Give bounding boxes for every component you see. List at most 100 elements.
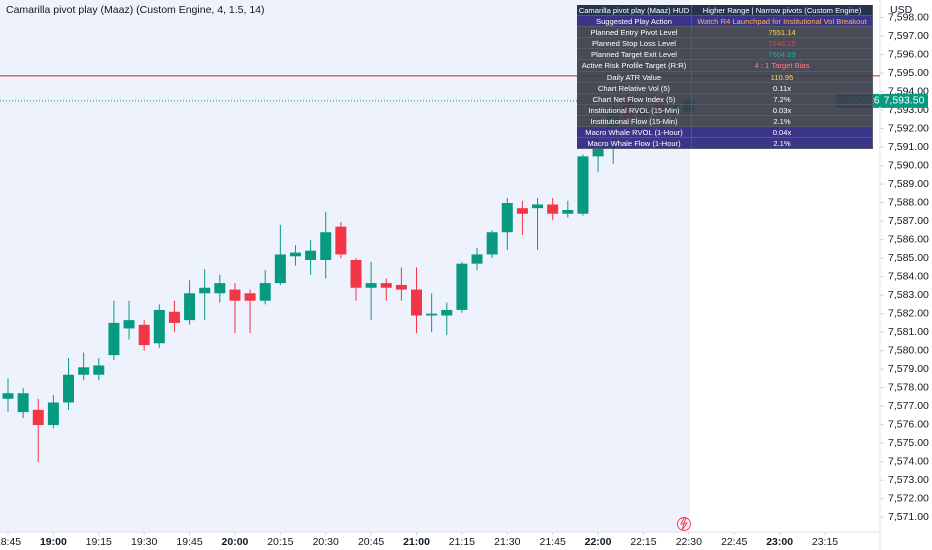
hud-cell: 0.04x (692, 127, 873, 139)
hud-cell: 7551.14 (692, 27, 873, 39)
candle-body (2, 393, 14, 399)
x-tick-label: 20:00 (222, 536, 249, 548)
x-tick-label: 20:45 (358, 536, 384, 548)
candle-body (335, 226, 347, 255)
candle-body (47, 402, 59, 426)
hud-cell: Macro Whale RVOL (1-Hour) (577, 127, 692, 139)
y-tick-label: 7,587.00 (888, 215, 929, 227)
candle-body (350, 259, 362, 288)
hud-cell: 2.1% (692, 138, 873, 150)
y-tick-label: 7,578.00 (888, 381, 929, 393)
candle-body (153, 309, 165, 344)
y-tick-label: 7,598.00 (888, 11, 929, 23)
hud-cell: 0.03x (692, 104, 873, 116)
x-tick-label: 21:45 (540, 536, 566, 548)
candle-body (229, 289, 241, 301)
y-tick-label: 7,590.00 (888, 159, 929, 171)
currency-label: USD (890, 4, 913, 16)
y-tick-label: 7,588.00 (888, 196, 929, 208)
candle-body (305, 250, 317, 260)
candle-body (138, 324, 150, 346)
x-tick-label: 22:00 (585, 536, 612, 548)
hud-cell: 7604.89 (692, 49, 873, 61)
price-label: 7,593.50 (884, 95, 925, 107)
candle-body (547, 204, 559, 214)
x-tick-label: 22:45 (721, 536, 747, 548)
candle-body (456, 263, 468, 310)
x-tick-label: 19:15 (86, 536, 112, 548)
hud-cell: 4 : 1 Target Bias (692, 60, 873, 72)
x-tick-label: 18:45 (0, 536, 21, 548)
x-tick-label: 19:00 (40, 536, 67, 548)
candle-body (380, 283, 392, 288)
hud-cell: Institutional RVOL (15-Min) (577, 104, 692, 116)
candle-body (93, 365, 105, 375)
candle-body (63, 374, 75, 403)
candle-body (411, 289, 423, 316)
x-tick-label: 21:30 (494, 536, 520, 548)
lightning-icon-ring[interactable] (677, 517, 691, 531)
y-tick-label: 7,582.00 (888, 307, 929, 319)
hud-cell: Suggested Play Action (577, 16, 692, 28)
candle-body (199, 287, 211, 294)
candle-body (577, 156, 589, 214)
hud-cell: 7.2% (692, 93, 873, 105)
hud-cell: Active Risk Profile Target (R:R) (577, 60, 692, 72)
x-tick-label: 23:00 (766, 536, 793, 548)
hud-cell: 110.95 (692, 71, 873, 83)
x-tick-label: 23:15 (812, 536, 838, 548)
candle-body (516, 208, 528, 214)
y-tick-label: 7,586.00 (888, 233, 929, 245)
y-tick-label: 7,572.00 (888, 492, 929, 504)
y-tick-label: 7,576.00 (888, 418, 929, 430)
lightning-icon[interactable] (680, 517, 688, 531)
y-tick-label: 7,579.00 (888, 363, 929, 375)
candle-body (501, 202, 513, 233)
hud-cell: 2.1% (692, 115, 873, 128)
candle-body (365, 283, 377, 288)
x-tick-label: 22:30 (676, 536, 702, 548)
hud-cell: Daily ATR Value (577, 71, 692, 83)
x-tick-label: 21:15 (449, 536, 475, 548)
candle-body (184, 293, 196, 321)
hud-cell: Chart Relative Vol (5) (577, 82, 692, 94)
session-highlight (0, 0, 690, 532)
candle-body (108, 322, 120, 356)
candle-body (78, 367, 90, 375)
candle-body (471, 254, 483, 264)
hud-cell: Planned Entry Pivot Level (577, 27, 692, 39)
candle-body (532, 204, 544, 209)
x-tick-label: 20:15 (267, 536, 293, 548)
y-tick-label: 7,583.00 (888, 289, 929, 301)
candle-body (123, 320, 135, 329)
hud-cell: Macro Whale Flow (1-Hour) (577, 138, 692, 150)
candle-body (32, 409, 44, 426)
x-tick-label: 20:30 (313, 536, 339, 548)
y-tick-label: 7,584.00 (888, 270, 929, 282)
hud-cell: 7546.25 (692, 38, 873, 50)
candle-body (441, 309, 453, 316)
candle-body (486, 232, 498, 255)
y-tick-label: 7,577.00 (888, 400, 929, 412)
candle-body (562, 210, 574, 214)
hud-cell: Camarilla pivot play (Maaz) HUD (577, 5, 692, 17)
x-tick-label: 19:45 (176, 536, 202, 548)
y-tick-label: 7,596.00 (888, 48, 929, 60)
candle-body (426, 313, 438, 316)
y-tick-label: 7,575.00 (888, 437, 929, 449)
y-tick-label: 7,574.00 (888, 455, 929, 467)
y-tick-label: 7,581.00 (888, 326, 929, 338)
candle-body (17, 393, 29, 413)
y-tick-label: 7,571.00 (888, 511, 929, 523)
candle-body (168, 311, 180, 323)
candle-body (214, 283, 226, 294)
candle-body (320, 232, 332, 260)
hud-cell: 0.11x (692, 82, 873, 94)
x-tick-label: 19:30 (131, 536, 157, 548)
candle-body (274, 254, 286, 284)
candle-body (289, 252, 301, 257)
hud-cell: Higher Range | Narrow pivots (Custom Eng… (692, 5, 873, 17)
y-tick-label: 7,580.00 (888, 344, 929, 356)
y-tick-label: 7,595.00 (888, 67, 929, 79)
